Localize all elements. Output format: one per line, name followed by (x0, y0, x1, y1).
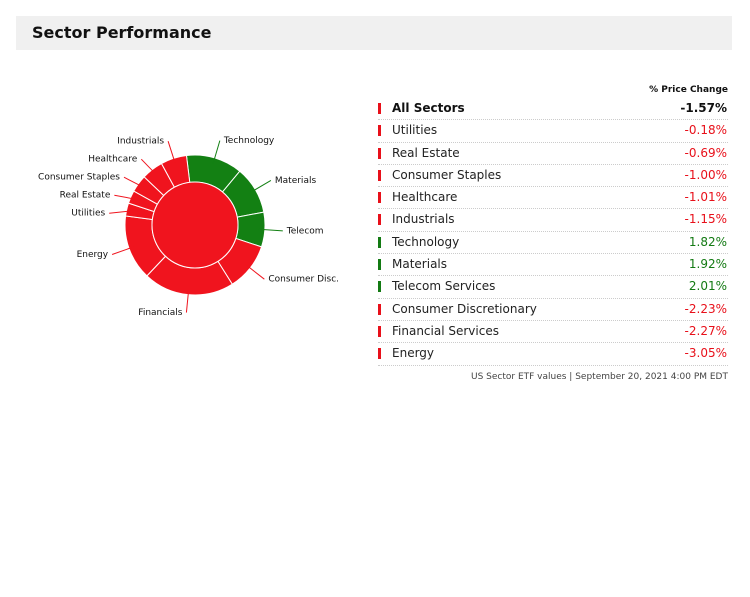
direction-indicator (378, 147, 381, 159)
table-row: Energy -3.05% (378, 343, 728, 366)
price-change: -0.18% (684, 123, 727, 138)
table-footer: US Sector ETF values | September 20, 202… (471, 372, 728, 382)
sector-name: Telecom Services (392, 279, 496, 294)
table-row: Consumer Staples -1.00% (378, 165, 728, 188)
price-change: -2.23% (684, 301, 727, 316)
sector-name: Industrials (392, 212, 455, 227)
sector-name: Real Estate (392, 145, 460, 160)
sector-name: Energy (392, 346, 435, 361)
price-change: -2.27% (684, 323, 727, 338)
direction-indicator (378, 348, 381, 360)
table-row: Healthcare -1.01% (378, 187, 728, 210)
leader-line (167, 141, 176, 165)
sector-name: Consumer Discretionary (392, 301, 537, 316)
price-change: 2.01% (688, 279, 727, 294)
leader-line (114, 194, 137, 200)
direction-indicator (378, 325, 381, 337)
table-row: Materials 1.92% (378, 254, 728, 277)
price-change: -1.01% (684, 190, 727, 205)
segment-label: Utilities (71, 209, 105, 219)
price-change: -3.05% (684, 346, 727, 361)
sector-name: Utilities (392, 123, 438, 138)
price-change: -1.15% (684, 212, 727, 227)
segment-label: Healthcare (88, 155, 138, 165)
table-row: All Sectors -1.57% (378, 98, 728, 121)
direction-indicator (378, 192, 381, 204)
segment-label: Telecom (286, 226, 324, 236)
segment-label: Real Estate (60, 191, 111, 201)
segment-label: Materials (275, 176, 317, 186)
direction-indicator (378, 169, 381, 181)
chart: Technology Materials Telecom Consumer Disc.… (38, 136, 339, 318)
direction-indicator (378, 259, 381, 271)
leader-line (245, 264, 265, 280)
leader-line (258, 228, 283, 232)
price-change: 1.82% (688, 234, 727, 249)
segment-label: Financials (138, 308, 182, 318)
sector-name: Financial Services (392, 323, 499, 338)
direction-indicator (378, 214, 381, 226)
table-row: Utilities -0.18% (378, 120, 728, 143)
segment-label: Industrials (117, 137, 164, 147)
leader-line (140, 158, 157, 175)
direction-indicator (378, 236, 381, 248)
direction-indicator (378, 303, 381, 315)
table-header: % Price Change (649, 85, 728, 95)
sector-name: All Sectors (392, 101, 465, 115)
sector-name: Healthcare (392, 190, 458, 205)
sector-name: Technology (392, 234, 460, 249)
direction-indicator (378, 125, 381, 137)
price-change: 1.92% (688, 257, 727, 272)
table-rows: All Sectors -1.57% Utilities -0.18% Real Est… (378, 98, 728, 366)
direction-indicator (378, 281, 381, 293)
table-row: Consumer Discretionary -2.23% (378, 299, 728, 321)
segment-label: Technology (223, 136, 275, 146)
header-title: Sector Performance (32, 23, 212, 42)
segment-label: Energy (77, 250, 109, 260)
table-row: Industrials -1.15% (378, 209, 728, 232)
leader-line (212, 140, 221, 164)
price-change: -1.00% (684, 167, 727, 182)
direction-indicator (378, 103, 381, 114)
price-change: -0.69% (684, 145, 727, 160)
leader-line (111, 245, 135, 255)
center-circle (151, 181, 239, 269)
table-row: Telecom Services 2.01% (378, 276, 728, 299)
table-row: Real Estate -0.69% (378, 143, 728, 165)
price-change: -1.57% (680, 101, 727, 115)
sector-name: Materials (392, 257, 448, 272)
sector-table: % Price Change All Sectors -1.57% Utilitie… (378, 82, 728, 366)
header-bar: Sector Performance (16, 16, 732, 50)
segment-label: Consumer Staples (38, 173, 120, 183)
table-row: Financial Services -2.27% (378, 321, 728, 344)
leader-line (249, 180, 272, 194)
sector-name: Consumer Staples (392, 167, 502, 182)
segment-label: Consumer Disc. (268, 275, 339, 285)
table-row: Technology 1.82% (378, 232, 728, 255)
leader-line (109, 210, 133, 214)
leader-line (123, 176, 144, 188)
leader-line (185, 288, 190, 313)
